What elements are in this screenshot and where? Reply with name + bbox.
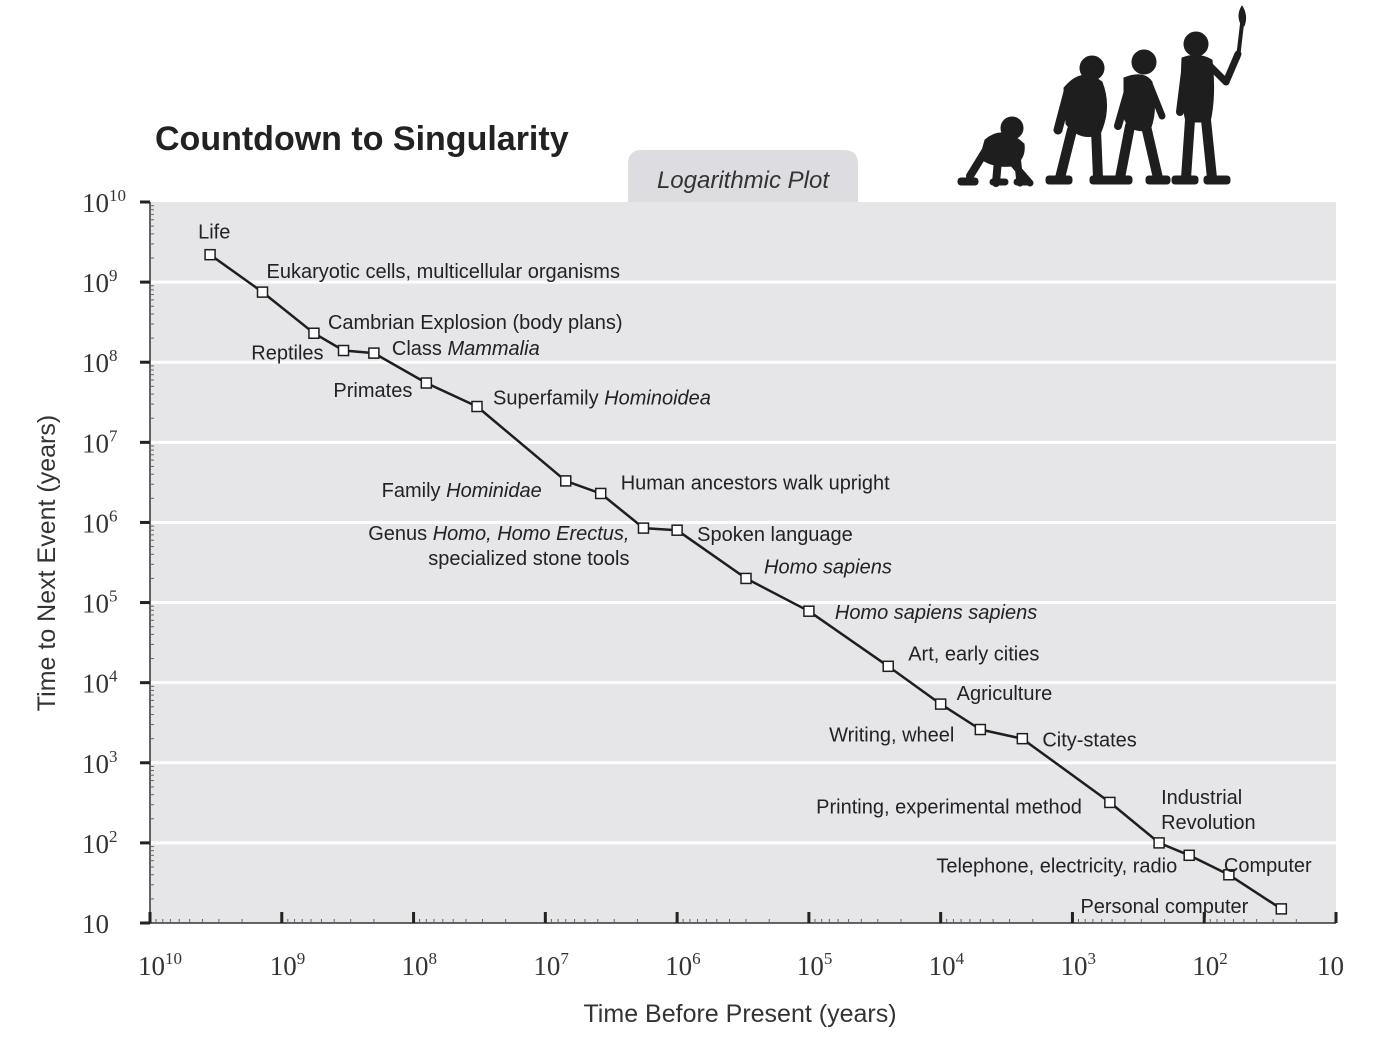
- event-label: City-states: [1042, 730, 1136, 752]
- event-label: Printing, experimental method: [816, 796, 1082, 818]
- x-axis-title: Time Before Present (years): [583, 1000, 896, 1028]
- data-point: [256, 286, 269, 298]
- x-tick-label: 108: [402, 949, 438, 981]
- axes: [149, 202, 1336, 924]
- event-label: Life: [198, 222, 230, 244]
- data-point: [559, 475, 572, 487]
- subtitle-badge-text: Logarithmic Plot: [657, 167, 830, 194]
- data-point: [1183, 849, 1195, 862]
- y-tick-label: 10: [82, 909, 109, 939]
- x-tick-label: 10: [1317, 951, 1344, 981]
- y-tick-label: 107: [82, 426, 118, 458]
- event-label: Spoken language: [697, 524, 853, 546]
- y-axis-title: Time to Next Event (years): [33, 415, 61, 711]
- data-point: [308, 327, 320, 339]
- event-label: Family Hominidae: [382, 480, 542, 502]
- data-point: [1223, 869, 1235, 881]
- data-point: [803, 605, 815, 617]
- y-tick-label: 106: [82, 506, 118, 538]
- event-label: Human ancestors walk upright: [621, 472, 890, 494]
- series-line: [209, 253, 1282, 910]
- y-axis-ticks: 1010 109 108 107 106 105 104 103 102 10: [82, 186, 150, 939]
- event-label: Telephone, electricity, radio: [936, 855, 1177, 877]
- event-label: Reptiles: [251, 343, 323, 365]
- data-point: [471, 400, 483, 413]
- data-point: [1104, 796, 1116, 809]
- event-labels: Life Eukaryotic cells, multicellular orga…: [198, 222, 1312, 918]
- data-point: [934, 698, 947, 710]
- modern-human-silhouette: [1171, 5, 1247, 185]
- x-tick-label: 102: [1192, 949, 1228, 981]
- y-tick-label: 1010: [82, 186, 126, 218]
- x-tick-label: 107: [533, 949, 569, 981]
- event-label: Industrial Revolution: [1161, 787, 1256, 834]
- data-point: [671, 524, 683, 536]
- hominid-silhouette: [1105, 49, 1171, 185]
- x-tick-label: 106: [665, 949, 701, 981]
- data-point: [420, 377, 433, 389]
- event-label: Primates: [333, 380, 412, 402]
- x-tick-label: 103: [1060, 949, 1096, 981]
- event-label: Writing, wheel: [829, 725, 954, 747]
- x-tick-label: 104: [929, 949, 965, 981]
- event-label: Eukaryotic cells, multicellular organism…: [267, 261, 620, 283]
- event-label: Cambrian Explosion (body plans): [328, 312, 623, 334]
- human-evolution-icon: [957, 5, 1247, 187]
- data-point: [740, 572, 752, 585]
- data-point: [594, 487, 607, 500]
- event-label: Homo sapiens: [764, 556, 892, 578]
- chart-title: Countdown to Singularity: [155, 120, 569, 158]
- event-label: Computer: [1224, 855, 1312, 877]
- event-label: Agriculture: [957, 683, 1053, 705]
- data-point: [637, 522, 650, 534]
- event-label: Genus Homo, Homo Erectus, specialized sto…: [368, 523, 629, 570]
- data-point: [882, 660, 894, 673]
- y-tick-label: 104: [82, 667, 118, 699]
- event-label: Superfamily Hominoidea: [493, 388, 711, 410]
- data-point: [974, 723, 987, 736]
- plot-area: [150, 202, 1336, 923]
- y-tick-label: 108: [82, 346, 118, 378]
- data-point: [1275, 903, 1288, 915]
- data-point: [337, 344, 350, 357]
- ape-silhouette: [957, 116, 1034, 187]
- early-hominid-silhouette: [1045, 55, 1115, 185]
- x-tick-label: 109: [270, 949, 306, 981]
- event-label: Personal computer: [1080, 896, 1248, 918]
- event-label: Class Mammalia: [392, 338, 540, 360]
- subtitle-badge: [628, 150, 858, 202]
- y-tick-label: 105: [82, 587, 118, 619]
- data-point: [1016, 732, 1029, 745]
- y-tick-label: 102: [82, 827, 118, 859]
- data-point: [1153, 837, 1165, 849]
- x-tick-label: 105: [797, 949, 833, 981]
- data-point: [368, 347, 380, 359]
- y-tick-label: 103: [82, 747, 118, 779]
- event-label: Homo sapiens sapiens: [835, 602, 1037, 624]
- gridlines: [150, 280, 1336, 845]
- data-markers: [204, 248, 1288, 915]
- x-axis-ticks: 1010 109 108 107 106 105 104 103 102 10: [138, 912, 1344, 981]
- data-point: [204, 248, 216, 261]
- x-tick-label: 1010: [138, 949, 182, 981]
- y-tick-label: 109: [82, 266, 118, 298]
- event-label: Art, early cities: [908, 643, 1039, 665]
